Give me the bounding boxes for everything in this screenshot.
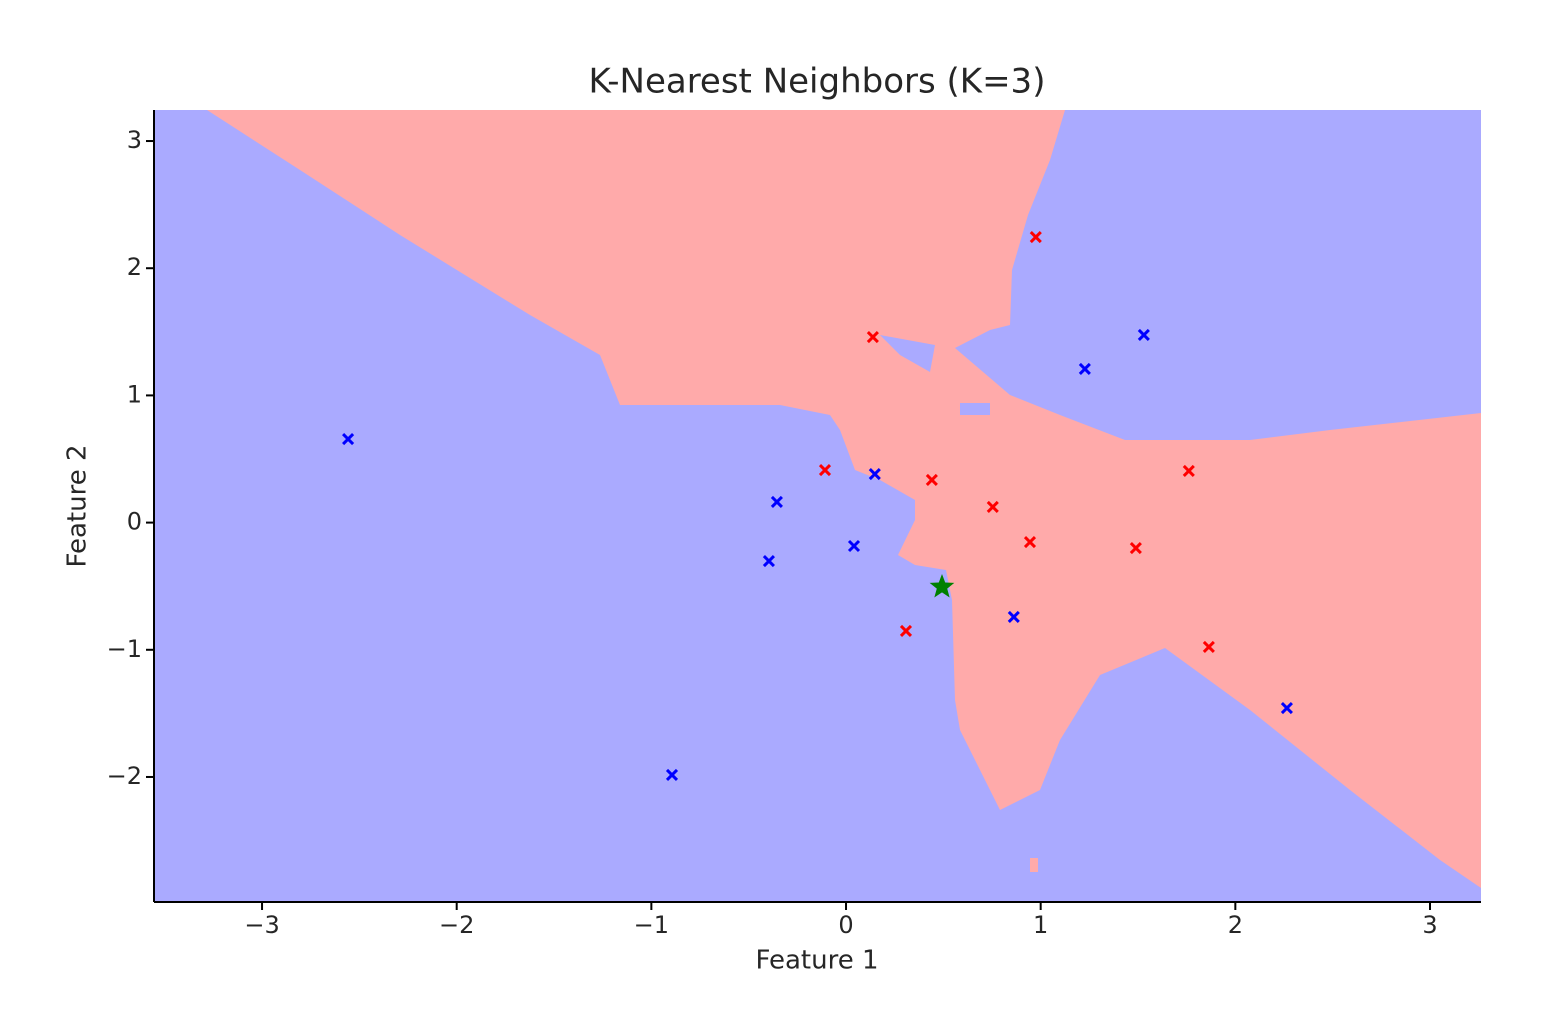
x-axis-label: Feature 1 [755,946,878,976]
y-tick-label: −2 [107,762,142,790]
y-tick-label: 1 [127,380,142,408]
y-tick-label: 2 [127,253,142,281]
point [868,467,881,481]
region-red [207,110,1481,888]
point [1078,362,1091,376]
x-tick-label: 0 [838,911,853,939]
point [847,539,861,553]
point [986,500,999,514]
point [1007,610,1020,624]
point [1029,231,1042,244]
point [899,624,913,638]
x-tick-label: 3 [1422,911,1437,939]
x-tick-label: −3 [244,911,279,939]
point [342,432,355,446]
point [1023,535,1037,549]
point [1280,701,1293,715]
point [818,464,832,477]
point [866,330,879,344]
point [925,473,938,487]
x-tick-label: 2 [1228,911,1243,939]
region-red-speck [1030,858,1038,872]
x-tick-label: −2 [439,911,474,939]
point [1137,328,1150,342]
y-tick-label: −1 [107,635,142,663]
decision-regions [154,110,1481,902]
region-blue-notch [880,335,935,372]
x-tick-label: 1 [1033,911,1048,939]
point [665,768,679,781]
y-tick-label: 0 [127,508,142,536]
point [1202,640,1215,654]
x-tick-label: −1 [634,911,669,939]
chart-title: K-Nearest Neighbors (K=3) [589,62,1046,102]
y-tick-label: 3 [127,126,142,154]
point [1129,541,1142,555]
point [770,495,783,509]
region-blue-notch [960,403,990,415]
point [1182,464,1195,478]
y-axis-label: Feature 2 [63,444,93,567]
point [762,554,775,568]
star-point [929,574,955,598]
